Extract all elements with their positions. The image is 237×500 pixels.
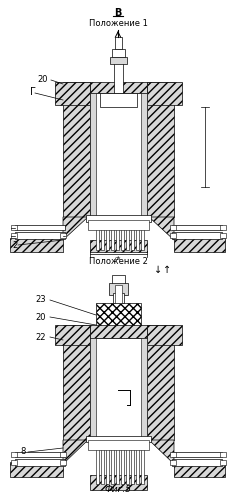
Bar (90, 338, 147, 440)
Bar (147, 325, 182, 345)
Bar (88, 440, 149, 450)
Bar (147, 325, 174, 440)
Bar (220, 225, 226, 230)
Bar (11, 233, 17, 238)
Bar (60, 452, 66, 457)
Bar (106, 217, 109, 250)
Bar (131, 438, 134, 484)
Bar (113, 293, 124, 303)
Bar (136, 438, 139, 484)
Bar (115, 37, 122, 49)
Bar (86, 215, 151, 222)
Text: Положение 1: Положение 1 (89, 18, 147, 28)
Bar (141, 93, 147, 217)
Bar (15, 232, 65, 239)
Bar (147, 82, 174, 217)
Bar (92, 107, 145, 187)
Bar (220, 233, 226, 238)
Bar (172, 232, 222, 239)
Bar (100, 93, 137, 107)
Bar (15, 452, 65, 457)
Bar (115, 285, 122, 303)
Bar (111, 438, 114, 484)
Bar (90, 475, 147, 490)
Bar (106, 438, 109, 484)
Polygon shape (149, 217, 174, 240)
Bar (114, 58, 123, 93)
Bar (109, 283, 128, 295)
Bar (136, 217, 139, 250)
Text: Фиг.5: Фиг.5 (105, 485, 132, 494)
Bar (90, 240, 147, 252)
Text: ↑: ↑ (163, 265, 171, 275)
Bar (90, 93, 147, 217)
Text: 8: 8 (20, 448, 25, 456)
Bar (60, 460, 66, 465)
Bar (141, 338, 147, 440)
Polygon shape (63, 440, 88, 464)
Text: Положение 2: Положение 2 (89, 258, 147, 266)
Text: ds: ds (115, 256, 121, 261)
Bar (121, 217, 124, 250)
Bar (63, 325, 90, 440)
Bar (60, 233, 66, 238)
Text: 23: 23 (35, 296, 46, 304)
Bar (90, 325, 147, 338)
Bar (112, 275, 125, 285)
Text: Г: Г (30, 87, 36, 97)
Bar (172, 459, 222, 466)
Bar (11, 452, 17, 457)
Bar (86, 436, 151, 442)
Bar (111, 217, 114, 250)
Bar (170, 233, 176, 238)
Bar (63, 82, 90, 217)
Text: 20: 20 (35, 312, 46, 322)
Bar (126, 217, 129, 250)
Bar (15, 225, 65, 230)
Polygon shape (10, 462, 63, 477)
Text: 20: 20 (37, 76, 47, 84)
Bar (121, 438, 124, 484)
Bar (170, 452, 176, 457)
Text: 2: 2 (12, 240, 17, 250)
Polygon shape (63, 217, 88, 240)
Bar (170, 460, 176, 465)
Bar (15, 459, 65, 466)
Bar (90, 82, 147, 93)
Bar (90, 338, 96, 440)
Bar (11, 460, 17, 465)
Bar (55, 82, 90, 105)
Bar (96, 438, 99, 484)
Bar (11, 225, 17, 230)
Polygon shape (149, 440, 174, 464)
Bar (220, 452, 226, 457)
Polygon shape (174, 462, 225, 477)
Bar (116, 217, 119, 250)
Bar (147, 82, 182, 105)
Bar (55, 325, 90, 345)
Polygon shape (174, 238, 225, 252)
Bar (96, 303, 141, 340)
Bar (112, 49, 125, 57)
Text: ↓: ↓ (154, 265, 162, 275)
Polygon shape (10, 238, 63, 252)
Bar (126, 438, 129, 484)
Bar (172, 225, 222, 230)
Bar (170, 225, 176, 230)
Bar (96, 217, 99, 250)
Bar (131, 217, 134, 250)
Bar (101, 217, 104, 250)
Bar (101, 438, 104, 484)
Text: 22: 22 (35, 332, 46, 342)
Bar (141, 217, 144, 250)
Bar (104, 93, 133, 107)
Bar (110, 57, 127, 64)
Bar (116, 438, 119, 484)
Bar (141, 438, 144, 484)
Text: В: В (114, 8, 122, 18)
Bar (90, 93, 96, 217)
Bar (172, 452, 222, 457)
Bar (220, 460, 226, 465)
Bar (88, 220, 149, 230)
